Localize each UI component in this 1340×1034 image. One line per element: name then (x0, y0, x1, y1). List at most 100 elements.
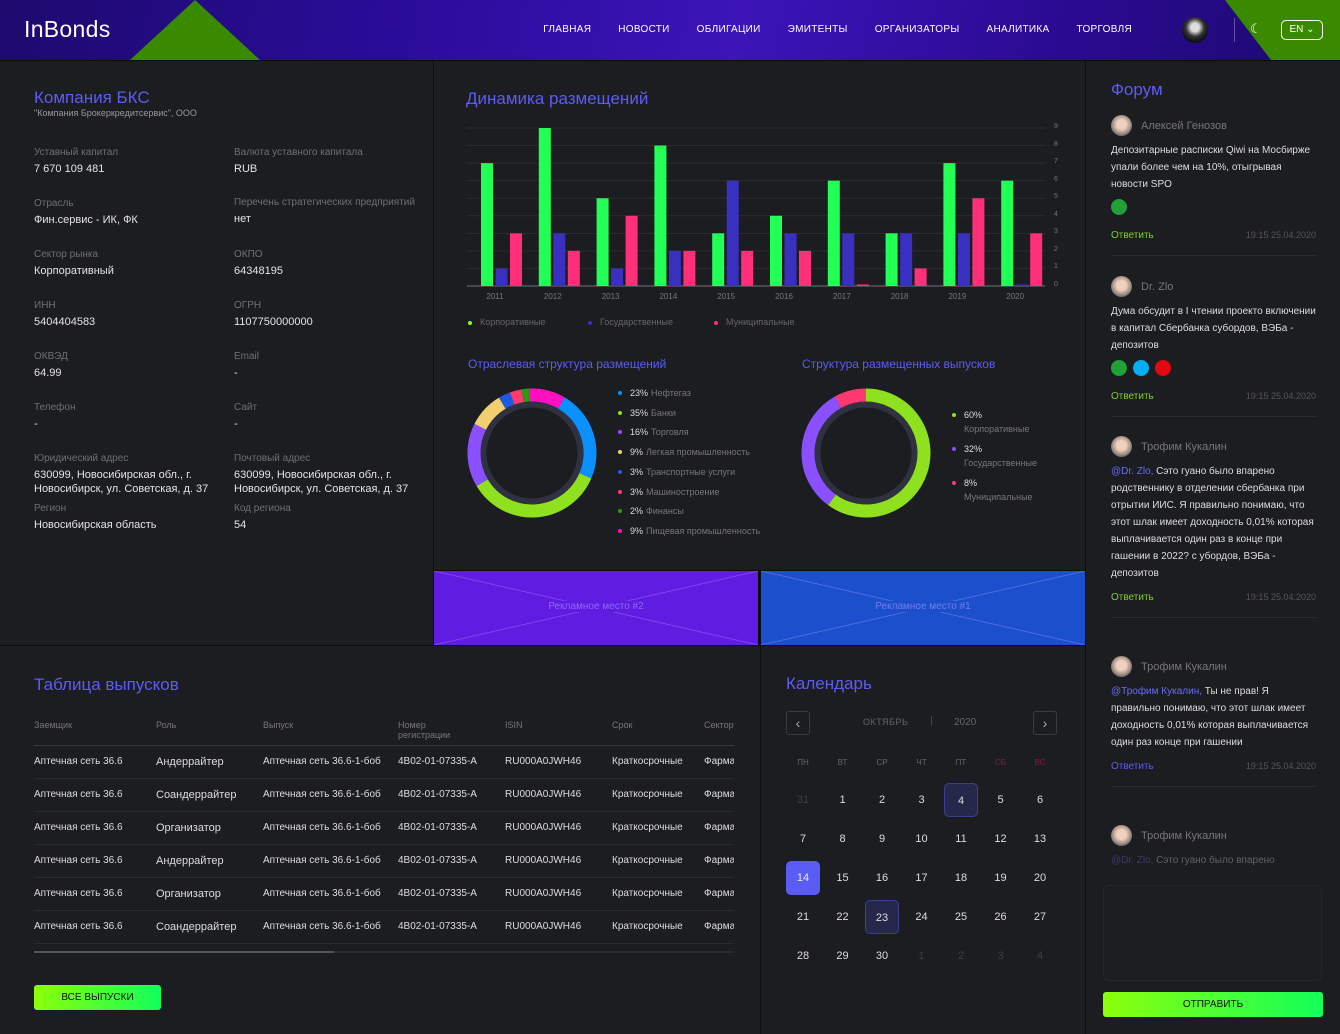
author-name[interactable]: Трофим Кукалин (1141, 829, 1227, 842)
logo[interactable]: InBonds (24, 16, 111, 42)
moon-icon[interactable]: ☾ (1250, 21, 1262, 36)
sber-bank-icon[interactable] (1111, 360, 1127, 376)
calendar-day[interactable]: 23 (865, 900, 899, 934)
table-scrollbar[interactable] (34, 951, 734, 953)
cell-text: Фарма (704, 789, 734, 800)
calendar-day[interactable]: 1 (839, 794, 846, 806)
calendar-day[interactable]: 8 (839, 833, 846, 845)
author-avatar[interactable] (1111, 656, 1132, 677)
calendar-day[interactable]: 5 (997, 794, 1004, 806)
bar-Государственные-2017 (842, 233, 855, 286)
calendar-day[interactable]: 1 (918, 950, 925, 962)
calendar-day[interactable]: 3 (997, 950, 1004, 962)
calendar-day[interactable]: 15 (836, 872, 849, 884)
nav-bonds[interactable]: ОБЛИГАЦИИ (696, 24, 761, 35)
divider (1111, 416, 1316, 417)
all-issues-button[interactable]: ВСЕ ВЫПУСКИ (34, 985, 161, 1010)
user-avatar[interactable] (1182, 17, 1208, 43)
prev-month-button[interactable]: ‹ (786, 711, 810, 735)
table-row[interactable]: Аптечная сеть 36.6 Андеррайтер Аптечная се… (34, 745, 734, 779)
ad-slot-2[interactable]: Рекламное место #2 (434, 571, 758, 645)
calendar-day[interactable]: 17 (915, 872, 928, 884)
nav-news[interactable]: НОВОСТИ (618, 24, 670, 35)
author-avatar[interactable] (1111, 825, 1132, 846)
calendar-day[interactable]: 27 (1033, 911, 1047, 923)
send-button[interactable]: ОТПРАВИТЬ (1103, 992, 1323, 1017)
field-value: 64.99 (34, 367, 62, 379)
calendar-day[interactable]: 11 (955, 833, 967, 845)
x-tick-label: 2019 (948, 292, 967, 301)
post-timestamp: 19:15 25.04.2020 (1245, 230, 1316, 240)
table-row[interactable]: Аптечная сеть 36.6 Соандеррайтер Аптечная … (34, 910, 734, 944)
calendar-day[interactable]: 31 (796, 794, 810, 806)
calendar-day[interactable]: 4 (944, 783, 978, 817)
nav-trading[interactable]: ТОРГОВЛЯ (1076, 24, 1132, 35)
mention-link[interactable]: @Dr. Zlo, (1111, 855, 1154, 865)
reply-link[interactable]: Ответить (1111, 230, 1154, 241)
table-row[interactable]: Аптечная сеть 36.6 Андеррайтер Аптечная се… (34, 844, 734, 878)
donut-slice-Транспортные услуги (498, 392, 515, 409)
calendar-day[interactable]: 18 (954, 872, 968, 884)
calendar-day[interactable]: 26 (994, 911, 1007, 923)
column-header[interactable]: Заемщик (34, 712, 156, 746)
x-tick-label: 2020 (1006, 292, 1025, 301)
nav-home[interactable]: ГЛАВНАЯ (543, 24, 592, 35)
author-avatar[interactable] (1111, 436, 1132, 457)
alfa-bank-icon[interactable] (1155, 360, 1171, 376)
column-header[interactable]: Роль (156, 712, 263, 746)
calendar-day[interactable]: 10 (915, 833, 928, 845)
reply-link[interactable]: Ответить (1111, 592, 1154, 603)
author-name[interactable]: Трофим Кукалин (1141, 660, 1227, 673)
otkritie-bank-icon[interactable] (1133, 360, 1149, 376)
calendar-day[interactable]: 2 (878, 794, 886, 806)
calendar-day[interactable]: 6 (1036, 794, 1044, 806)
calendar-day[interactable]: 14 (786, 861, 820, 895)
weekday-label: ЧТ (916, 758, 927, 767)
mention-link[interactable]: @Dr. Zlo, (1111, 466, 1154, 477)
author-avatar[interactable] (1111, 276, 1132, 297)
calendar-day[interactable]: 16 (875, 872, 889, 884)
column-header[interactable]: Срок (612, 712, 704, 746)
mention-link[interactable]: @Трофим Кукалин, (1111, 686, 1202, 697)
calendar-day[interactable]: 9 (878, 833, 886, 845)
calendar-day[interactable]: 12 (994, 833, 1007, 845)
calendar-day[interactable]: 21 (796, 911, 810, 923)
nav-issuers[interactable]: ЭМИТЕНТЫ (787, 24, 848, 35)
calendar-day[interactable]: 4 (1036, 950, 1044, 962)
legend-label: Финансы (646, 506, 684, 517)
table-row[interactable]: Аптечная сеть 36.6 Организатор Аптечная се… (34, 877, 734, 911)
nav-analytics[interactable]: АНАЛИТИКА (986, 24, 1050, 35)
calendar-day[interactable]: 29 (836, 950, 849, 962)
column-header[interactable]: Выпуск (263, 712, 398, 746)
sber-bank-icon[interactable] (1111, 199, 1127, 215)
calendar-day[interactable]: 25 (954, 911, 968, 923)
calendar-day[interactable]: 30 (875, 950, 889, 962)
calendar-day[interactable]: 28 (796, 950, 810, 962)
comment-textarea[interactable] (1103, 885, 1322, 981)
donut-slice-Пищевая промышленность (529, 388, 565, 409)
author-name[interactable]: Алексей Генозов (1141, 119, 1227, 132)
author-name[interactable]: Трофим Кукалин (1141, 440, 1227, 453)
column-header[interactable]: Сектор (704, 712, 734, 746)
calendar-day[interactable]: 19 (994, 872, 1007, 884)
reply-link[interactable]: Ответить (1111, 761, 1154, 772)
column-header[interactable]: Номер регистрации (398, 712, 505, 746)
reply-link[interactable]: Ответить (1111, 391, 1154, 402)
calendar-day[interactable]: 24 (915, 911, 928, 923)
calendar-day[interactable]: 22 (836, 911, 849, 923)
calendar-day[interactable]: 13 (1033, 833, 1047, 845)
calendar-day[interactable]: 7 (799, 833, 807, 845)
next-month-button[interactable]: › (1033, 711, 1057, 735)
author-name[interactable]: Dr. Zlo (1141, 280, 1174, 293)
calendar-day[interactable]: 20 (1033, 872, 1047, 884)
author-avatar[interactable] (1111, 115, 1132, 136)
calendar-day[interactable]: 3 (918, 794, 925, 806)
language-select[interactable]: EN ⌄ (1281, 20, 1323, 40)
nav-organizers[interactable]: ОРГАНИЗАТОРЫ (874, 24, 960, 35)
table-row[interactable]: Аптечная сеть 36.6 Соандеррайтер Аптечная … (34, 778, 734, 812)
table-row[interactable]: Аптечная сеть 36.6 Организатор Аптечная се… (34, 811, 734, 845)
ad-slot-1[interactable]: Рекламное место #1 (761, 571, 1085, 645)
field-label: Сайт (234, 402, 258, 413)
column-header[interactable]: ISIN (505, 712, 612, 746)
calendar-day[interactable]: 2 (957, 950, 965, 962)
